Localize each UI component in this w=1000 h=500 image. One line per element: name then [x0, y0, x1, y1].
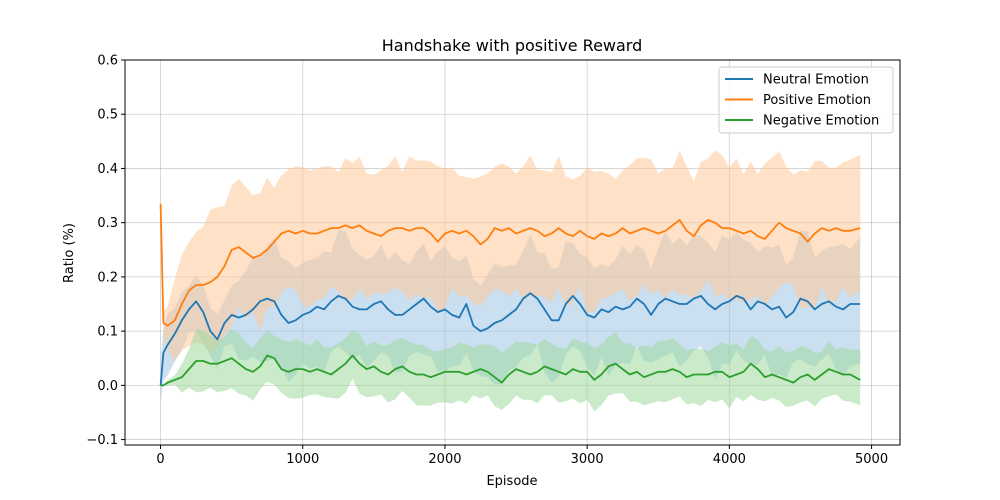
y-tick-label: 0.6 [97, 54, 118, 69]
y-tick-label: 0.3 [97, 216, 118, 231]
band-positive-emotion [160, 150, 861, 362]
legend-label: Neutral Emotion [763, 73, 869, 88]
x-tick-label: 1000 [286, 452, 319, 467]
y-tick-label: 0.5 [97, 108, 118, 123]
y-axis-label: Ratio (%) [62, 223, 77, 283]
line-positive-emotion [159, 203, 861, 327]
confidence-bands [160, 150, 861, 412]
legend-box [718, 66, 894, 134]
ticks: 0 1000 2000 3000 4000 5000 −0.1 0.0 0.1 0.2 0.3 0.4… [86, 54, 888, 468]
legend-label: Positive Emotion [763, 93, 871, 108]
legend-label: Negative Emotion [763, 114, 879, 129]
line-negative-emotion [160, 354, 861, 387]
y-tick-label: 0.4 [97, 162, 118, 177]
y-tick-label: −0.1 [86, 433, 118, 448]
x-tick-label: 4000 [713, 452, 746, 467]
x-axis-label: Episode [486, 474, 537, 489]
band-negative-emotion [160, 328, 861, 412]
x-tick-label: 3000 [571, 452, 604, 467]
legend: Neutral Emotion Positive Emotion Negative … [718, 66, 894, 134]
line-neutral-emotion [159, 292, 861, 386]
y-tick-label: 0.1 [97, 325, 118, 340]
x-tick-label: 0 [156, 452, 164, 467]
chart-title: Handshake with positive Reward [382, 36, 643, 55]
y-tick-label: 0.2 [97, 270, 118, 285]
x-tick-label: 2000 [428, 452, 461, 467]
y-tick-label: 0.0 [97, 379, 118, 394]
x-tick-label: 5000 [855, 452, 888, 467]
series-lines [159, 203, 861, 387]
plot-frame [124, 59, 901, 446]
